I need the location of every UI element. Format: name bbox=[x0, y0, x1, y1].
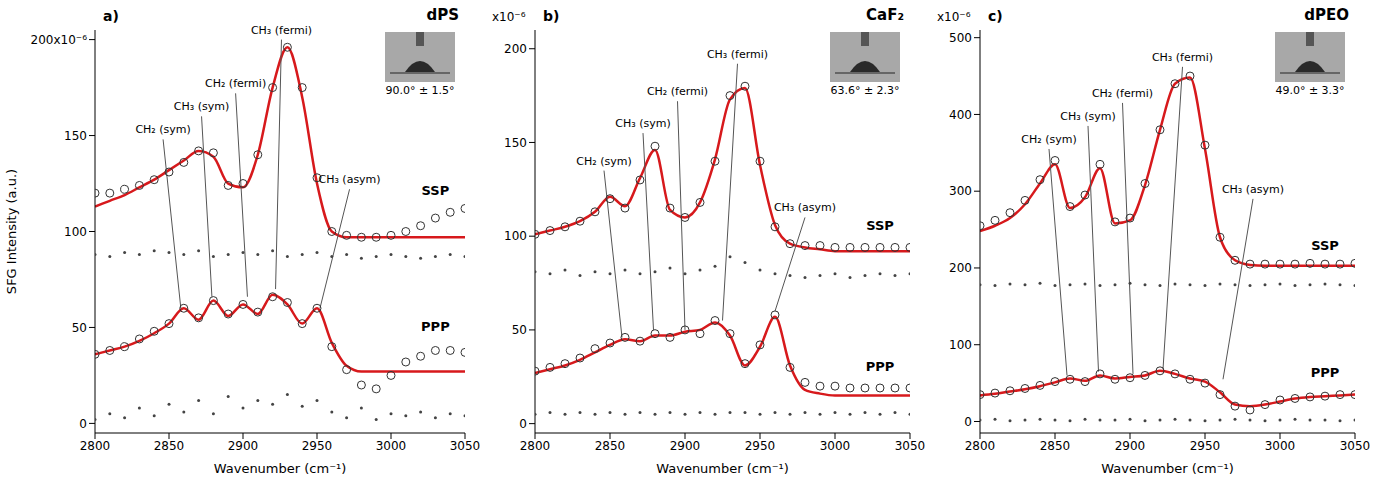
svg-text:3050: 3050 bbox=[450, 439, 480, 453]
html-text:90.0° ± 1.5°: 90.0° ± 1.5° bbox=[385, 84, 455, 97]
svg-text:200: 200 bbox=[949, 261, 972, 275]
svg-text:CH₃ (sym): CH₃ (sym) bbox=[1060, 110, 1115, 123]
svg-text:2850: 2850 bbox=[595, 439, 626, 453]
svg-text:100: 100 bbox=[949, 338, 972, 352]
svg-text:3050: 3050 bbox=[895, 439, 925, 453]
svg-text:0: 0 bbox=[519, 417, 527, 431]
svg-text:150: 150 bbox=[504, 136, 527, 150]
svg-text:150: 150 bbox=[64, 129, 87, 143]
svg-text:400: 400 bbox=[949, 108, 972, 122]
svg-text:Wavenumber (cm⁻¹): Wavenumber (cm⁻¹) bbox=[1101, 461, 1234, 476]
svg-text:2950: 2950 bbox=[745, 439, 776, 453]
svg-text:CH₂ (fermi): CH₂ (fermi) bbox=[205, 77, 266, 90]
svg-text:100: 100 bbox=[64, 225, 87, 239]
html-text:x10⁻⁶: x10⁻⁶ bbox=[937, 10, 971, 24]
html-text:CaF₂: CaF₂ bbox=[866, 6, 904, 24]
svg-text:Wavenumber (cm⁻¹): Wavenumber (cm⁻¹) bbox=[656, 461, 789, 476]
svg-text:Wavenumber (cm⁻¹): Wavenumber (cm⁻¹) bbox=[214, 461, 347, 476]
svg-text:SSP: SSP bbox=[866, 218, 894, 233]
svg-text:CH₃ (fermi): CH₃ (fermi) bbox=[1152, 51, 1213, 64]
svg-text:CH₃ (asym): CH₃ (asym) bbox=[774, 201, 836, 214]
svg-text:CH₂ (sym): CH₂ (sym) bbox=[135, 123, 190, 136]
svg-text:CH₃ (asym): CH₃ (asym) bbox=[318, 173, 380, 186]
svg-text:SFG Intensity (a.u.): SFG Intensity (a.u.) bbox=[4, 169, 19, 294]
svg-text:CH₃ (fermi): CH₃ (fermi) bbox=[251, 24, 312, 37]
svg-text:200x10⁻⁶: 200x10⁻⁶ bbox=[31, 33, 88, 47]
html-text:c): c) bbox=[988, 8, 1003, 24]
svg-text:2800: 2800 bbox=[80, 439, 111, 453]
svg-text:PPP: PPP bbox=[1311, 365, 1340, 380]
svg-text:500: 500 bbox=[949, 31, 972, 45]
svg-text:2900: 2900 bbox=[670, 439, 701, 453]
svg-text:2800: 2800 bbox=[520, 439, 551, 453]
svg-text:CH₃ (fermi): CH₃ (fermi) bbox=[707, 48, 768, 61]
svg-text:SSP: SSP bbox=[1311, 238, 1339, 253]
html-text:a): a) bbox=[103, 8, 119, 24]
svg-text:2800: 2800 bbox=[965, 439, 996, 453]
svg-text:CH₃ (asym): CH₃ (asym) bbox=[1222, 183, 1284, 196]
svg-text:CH₂ (fermi): CH₂ (fermi) bbox=[1092, 87, 1153, 100]
svg-text:3050: 3050 bbox=[1340, 439, 1370, 453]
html-text:dPEO: dPEO bbox=[1304, 6, 1349, 24]
svg-text:CH₂ (sym): CH₂ (sym) bbox=[576, 155, 631, 168]
svg-text:2850: 2850 bbox=[1040, 439, 1071, 453]
svg-text:100: 100 bbox=[504, 229, 527, 243]
svg-text:2950: 2950 bbox=[302, 439, 333, 453]
svg-text:3000: 3000 bbox=[376, 439, 407, 453]
svg-text:CH₃ (sym): CH₃ (sym) bbox=[174, 100, 229, 113]
svg-text:CH₃ (sym): CH₃ (sym) bbox=[615, 117, 670, 130]
svg-text:2900: 2900 bbox=[1115, 439, 1146, 453]
html-text:b): b) bbox=[543, 8, 560, 24]
svg-text:CH₂ (fermi): CH₂ (fermi) bbox=[647, 85, 708, 98]
svg-text:300: 300 bbox=[949, 184, 972, 198]
svg-text:0: 0 bbox=[79, 417, 87, 431]
html-text:x10⁻⁶: x10⁻⁶ bbox=[492, 10, 526, 24]
html-text:49.0° ± 3.3°: 49.0° ± 3.3° bbox=[1275, 84, 1345, 97]
svg-text:2850: 2850 bbox=[154, 439, 185, 453]
html-text:63.6° ± 2.3°: 63.6° ± 2.3° bbox=[830, 84, 900, 97]
svg-text:CH₂ (sym): CH₂ (sym) bbox=[1021, 133, 1076, 146]
svg-text:2900: 2900 bbox=[228, 439, 259, 453]
svg-text:0: 0 bbox=[964, 415, 972, 429]
svg-text:PPP: PPP bbox=[421, 319, 450, 334]
svg-text:SSP: SSP bbox=[422, 183, 450, 198]
svg-text:200: 200 bbox=[504, 42, 527, 56]
svg-text:2950: 2950 bbox=[1190, 439, 1221, 453]
html-text:dPS: dPS bbox=[426, 6, 459, 24]
svg-text:PPP: PPP bbox=[866, 359, 895, 374]
svg-text:3000: 3000 bbox=[820, 439, 851, 453]
svg-text:50: 50 bbox=[72, 321, 87, 335]
svg-text:50: 50 bbox=[512, 323, 527, 337]
svg-text:3000: 3000 bbox=[1265, 439, 1296, 453]
